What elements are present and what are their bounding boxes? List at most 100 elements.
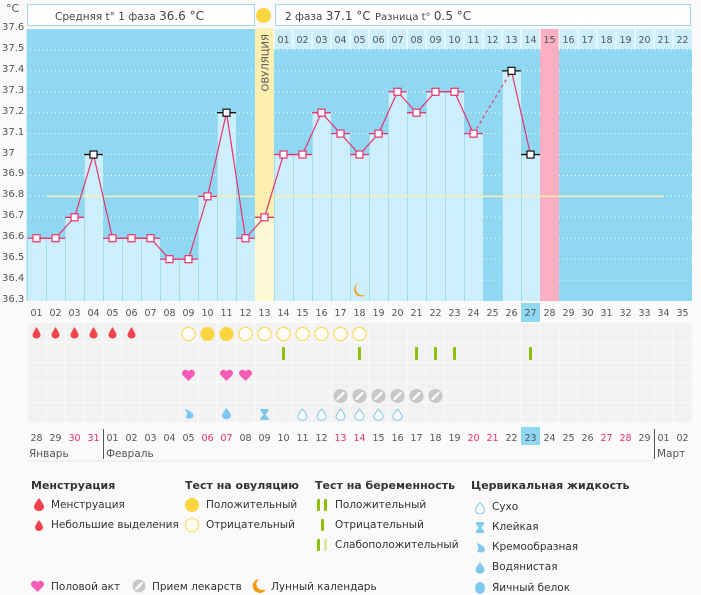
temperature-bar xyxy=(236,238,255,301)
temperature-point xyxy=(298,150,307,159)
temperature-bar xyxy=(217,112,236,301)
cycle-day-label: 19 xyxy=(372,308,384,319)
calendar-date-label: 06 xyxy=(201,433,213,444)
legend-pregnancy-test-title: Тест на беременность xyxy=(315,479,456,492)
ovulation-negative-icon xyxy=(185,518,199,532)
calendar-date-label: 01 xyxy=(657,433,669,444)
temperature-point xyxy=(393,87,402,96)
post-ovulation-day-label: 03 xyxy=(315,35,327,46)
phase1-label: Средняя t° 1 фаза xyxy=(55,11,156,23)
cycle-day-label: 20 xyxy=(391,308,403,319)
pregnancy-negative-icon xyxy=(453,347,456,360)
temperature-point xyxy=(355,150,364,159)
predicted-period-band xyxy=(540,29,559,301)
y-tick-label: 36.7 xyxy=(2,210,25,222)
temperature-point xyxy=(507,66,516,75)
intercourse-heart-icon xyxy=(239,369,252,381)
temperature-bar xyxy=(46,238,65,301)
temperature-bar xyxy=(160,259,179,301)
medication-pill-icon xyxy=(409,389,424,403)
temperature-point xyxy=(89,150,98,159)
post-ovulation-day-label: 02 xyxy=(296,35,308,46)
medication-pill-icon xyxy=(371,389,386,403)
cervical-dry-icon xyxy=(354,408,365,421)
ovulation-label: ОВУЛЯЦИЯ xyxy=(261,34,272,92)
ovulation-positive-icon xyxy=(200,327,215,341)
pill-line xyxy=(393,391,402,401)
y-tick-label: 36.3 xyxy=(2,294,25,305)
temperature-line-segment xyxy=(377,91,399,134)
y-tick-label: 37 xyxy=(2,147,15,159)
calendar-date-label: 16 xyxy=(391,433,403,444)
menstruation-drop-icon xyxy=(70,327,79,339)
cycle-day-label: 05 xyxy=(106,308,118,319)
y-tick-label: 36.4 xyxy=(2,273,25,285)
temperature-bar xyxy=(464,133,483,301)
temperature-line-segment xyxy=(225,112,247,239)
cycle-day-label: 09 xyxy=(182,308,194,319)
calendar-date-label: 12 xyxy=(315,433,327,444)
post-ovulation-day-label: 17 xyxy=(581,35,593,46)
y-tick-label: 36.9 xyxy=(2,168,25,180)
calendar-date-label: 14 xyxy=(353,433,365,444)
legend-menstruation-title: Менструация xyxy=(31,479,116,492)
medication-pill-icon xyxy=(333,389,348,403)
post-ovulation-day-label: 18 xyxy=(600,35,612,46)
temperature-line-dashed xyxy=(472,70,513,134)
post-ovulation-day-label: 01 xyxy=(277,35,289,46)
cycle-day-label: 02 xyxy=(49,308,61,319)
menstruation-drop-icon xyxy=(108,327,117,339)
calendar-date-label: 31 xyxy=(87,433,99,444)
temperature-point xyxy=(526,150,535,159)
cervical-dry-icon xyxy=(297,408,308,421)
post-ovulation-day-label: 12 xyxy=(486,35,498,46)
legend-intercourse: Половой акт xyxy=(51,581,121,593)
temperature-point xyxy=(203,192,212,201)
cycle-day-label: 21 xyxy=(410,308,422,319)
cycle-day-label: 08 xyxy=(163,308,175,319)
temperature-bar xyxy=(65,217,84,301)
pregnancy-negative-icon xyxy=(415,347,418,360)
calendar-date-label: 04 xyxy=(163,433,175,444)
cycle-day-label: 14 xyxy=(277,308,289,319)
cycle-day-label: 07 xyxy=(144,308,156,319)
temperature-bar xyxy=(103,238,122,301)
cycle-day-label: 25 xyxy=(486,308,498,319)
menstruation-drop-icon xyxy=(34,498,44,511)
cycle-day-label: 12 xyxy=(239,308,251,319)
temperature-line-segment xyxy=(453,91,475,134)
temperature-point xyxy=(108,234,117,243)
calendar-date-label: 10 xyxy=(277,433,289,444)
cycle-day-label: 27 xyxy=(524,308,536,319)
temperature-bar xyxy=(179,259,198,301)
temperature-point xyxy=(279,150,288,159)
menstruation-drop-icon xyxy=(89,327,98,339)
calendar-date-label: 28 xyxy=(619,433,631,444)
y-tick-label: 36.6 xyxy=(2,231,25,243)
cervical-dry-icon xyxy=(316,408,327,421)
calendar-date-label: 20 xyxy=(467,433,479,444)
calendar-date-label: 25 xyxy=(562,433,574,444)
post-ovulation-day-label: 22 xyxy=(676,35,688,46)
post-ovulation-day-label: 16 xyxy=(562,35,574,46)
calendar-date-label: 03 xyxy=(144,433,156,444)
cycle-day-label: 10 xyxy=(201,308,213,319)
temperature-point xyxy=(374,129,383,138)
today-date-highlight xyxy=(521,427,540,445)
medication-pill-icon xyxy=(428,389,443,403)
pill-line xyxy=(355,391,364,401)
temperature-point xyxy=(336,129,345,138)
diff-text: Разница t° 0.5 °C xyxy=(375,9,471,23)
phase2-label: 2 фаза xyxy=(285,11,323,23)
cycle-day-label: 34 xyxy=(657,308,669,319)
cycle-day-label: 11 xyxy=(220,308,232,319)
calendar-date-label: 17 xyxy=(410,433,422,444)
y-tick-label: 37.5 xyxy=(2,42,25,54)
legend-ovulation-positive: Положительный xyxy=(206,499,298,511)
menstruation-drop-icon xyxy=(127,327,136,339)
intercourse-heart-icon xyxy=(220,369,233,381)
legend-cervical-watery: Водянистая xyxy=(492,561,558,573)
temperature-line-segment xyxy=(206,112,228,197)
temperature-line-segment xyxy=(263,154,285,218)
calendar-date-label: 05 xyxy=(182,433,194,444)
